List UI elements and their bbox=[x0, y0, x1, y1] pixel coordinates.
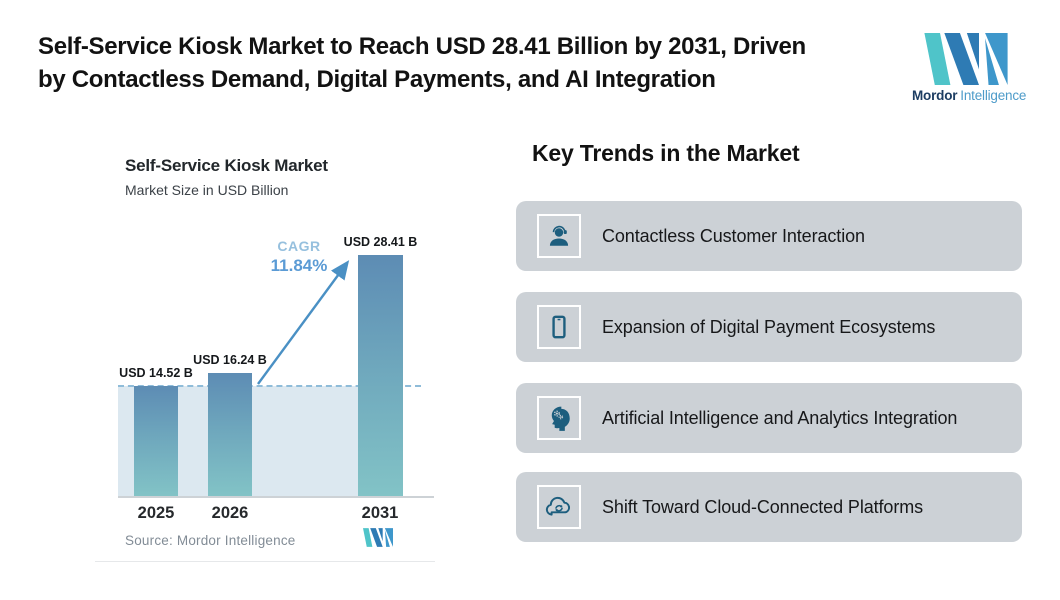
x-tick-2031: 2031 bbox=[361, 504, 399, 522]
bar-2025: USD 14.52 B bbox=[119, 366, 193, 496]
trend-card-ai-analytics: Artificial Intelligence and Analytics In… bbox=[516, 383, 1022, 453]
brand-name-light: Intelligence bbox=[960, 88, 1027, 103]
cagr-annotation: CAGR 11.84% bbox=[246, 238, 352, 276]
trend-card-digital-payments: Expansion of Digital Payment Ecosystems bbox=[516, 292, 1022, 362]
trend-icon-tile bbox=[537, 396, 581, 440]
mordor-mini-logo-icon bbox=[363, 528, 393, 547]
trend-card-contactless: Contactless Customer Interaction bbox=[516, 201, 1022, 271]
trends-heading: Key Trends in the Market bbox=[532, 140, 800, 166]
bar-2031-value-label: USD 28.41 B bbox=[343, 235, 418, 249]
brand-name-bold: Mordor bbox=[912, 88, 958, 103]
bar-2025-value-label: USD 14.52 B bbox=[119, 366, 193, 380]
trend-label: Shift Toward Cloud-Connected Platforms bbox=[602, 497, 924, 517]
headline-line-1: Self-Service Kiosk Market to Reach USD 2… bbox=[38, 33, 806, 60]
bar-2031: USD 28.41 B bbox=[344, 235, 417, 496]
mordor-intelligence-logo-icon bbox=[924, 33, 1008, 85]
market-chart-card: Self-Service Kiosk Market Market Size in… bbox=[95, 140, 435, 562]
headset-person-icon bbox=[549, 225, 569, 246]
ai-head-icon bbox=[551, 406, 570, 431]
trend-label: Artificial Intelligence and Analytics In… bbox=[602, 408, 958, 428]
page-headline: Self-Service Kiosk Market to Reach USD 2… bbox=[38, 30, 918, 96]
brand-wordmark: Mordor Intelligence bbox=[912, 88, 1026, 103]
source-text: Source: Mordor Intelligence bbox=[125, 533, 296, 548]
trend-card-cloud-platforms: Shift Toward Cloud-Connected Platforms bbox=[516, 472, 1022, 542]
brand-logo: Mordor Intelligence bbox=[912, 33, 1026, 103]
trend-icon-tile bbox=[537, 305, 581, 349]
cagr-label: CAGR bbox=[277, 238, 321, 254]
x-tick-2025: 2025 bbox=[137, 504, 175, 522]
trend-icon-tile bbox=[537, 485, 581, 529]
x-tick-2026: 2026 bbox=[211, 504, 249, 522]
baseline-dashed-line bbox=[118, 385, 421, 387]
bar-2026-value-label: USD 16.24 B bbox=[193, 353, 267, 367]
chart-plot-area: USD 14.52 B USD 16.24 B USD 28.41 B CAGR… bbox=[118, 228, 434, 522]
smartphone-icon bbox=[552, 315, 566, 339]
trend-label: Expansion of Digital Payment Ecosystems bbox=[602, 317, 936, 337]
bar-2026: USD 16.24 B bbox=[193, 353, 267, 496]
cagr-value: 11.84% bbox=[270, 256, 328, 275]
trend-label: Contactless Customer Interaction bbox=[602, 226, 865, 246]
headline-line-2: by Contactless Demand, Digital Payments,… bbox=[38, 66, 716, 93]
x-axis-line bbox=[118, 496, 434, 498]
cloud-sync-icon bbox=[545, 496, 570, 516]
chart-title: Self-Service Kiosk Market bbox=[125, 156, 328, 175]
trend-icon-tile bbox=[537, 214, 581, 258]
chart-subtitle: Market Size in USD Billion bbox=[125, 182, 289, 198]
